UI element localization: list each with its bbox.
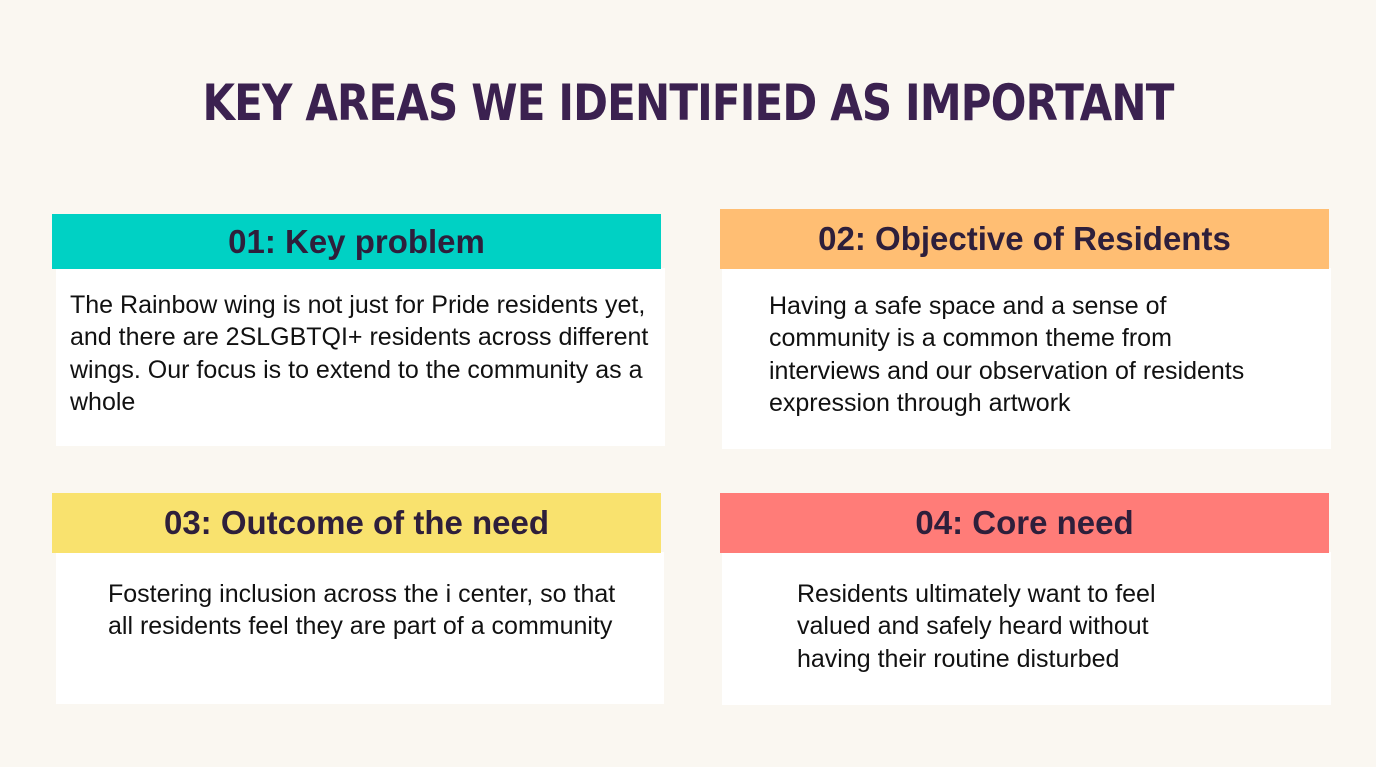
card-objective-of-residents — [722, 268, 1331, 449]
card-heading-objective-of-residents: 02: Objective of Residents — [720, 209, 1329, 269]
card-body-key-problem: The Rainbow wing is not just for Pride r… — [70, 291, 649, 417]
card-body-outcome-of-the-need: Fostering inclusion across the i center,… — [108, 580, 616, 641]
card-body-objective-of-residents: Having a safe space and a sense of commu… — [769, 292, 1245, 418]
card-body-core-need: Residents ultimately want to feel valued… — [797, 580, 1156, 673]
slide-title: KEY AREAS WE IDENTIFIED AS IMPORTANT — [202, 74, 1174, 132]
card-heading-key-problem: 01: Key problem — [52, 214, 661, 269]
card-outcome-of-the-need — [56, 552, 664, 704]
card-key-problem — [56, 268, 665, 446]
card-heading-outcome-of-the-need: 03: Outcome of the need — [52, 493, 661, 553]
card-core-need — [722, 552, 1331, 705]
card-heading-core-need: 04: Core need — [720, 493, 1329, 553]
